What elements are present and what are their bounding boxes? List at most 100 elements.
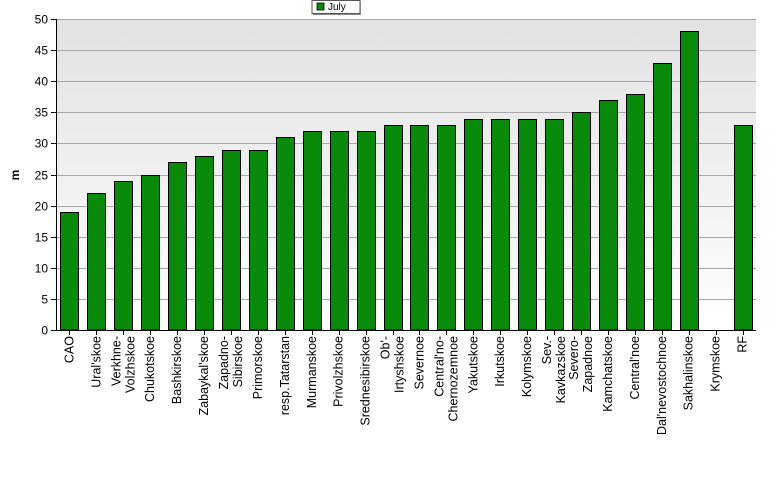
x-tick-label: Sev.- Kavkazskoe (540, 336, 568, 403)
x-tick-label: Verkhne- Volzhskoe (109, 336, 137, 393)
legend-swatch (316, 2, 325, 11)
x-tick-label: Severnoe (413, 336, 427, 390)
x-tick-label: Ob'- Irtyshskoe (379, 336, 407, 393)
x-tick-label: Kolymskoe (520, 336, 534, 397)
bar (303, 131, 322, 331)
bar (653, 63, 672, 331)
x-tick-label: Chukotskoe (143, 336, 157, 402)
x-tick-label: Zabaykal'skoe (197, 336, 211, 416)
bar (330, 131, 349, 331)
x-tick-label-line: Krymskoe (709, 336, 723, 392)
x-tick-label-line: Yakutskoe (466, 336, 480, 393)
x-tick-label: Primorskoe (251, 336, 265, 399)
x-tick-label-line: Volzhskoe (123, 336, 137, 393)
x-tick-label-line: Chernozemnoe (446, 336, 460, 422)
bar (626, 94, 645, 331)
legend: July (311, 0, 361, 15)
bar (572, 112, 591, 331)
bar (599, 100, 618, 331)
x-tick-labels: CAO Ural'skoe Verkhne- Volzhskoe Chukotskoe B… (63, 330, 750, 435)
y-tick-label: 25 (35, 169, 49, 183)
bar (222, 150, 241, 331)
bar (249, 150, 268, 331)
bar (384, 125, 403, 331)
x-tick-label: Kamchatskoe (601, 336, 615, 412)
bar (680, 31, 699, 331)
legend-label: July (328, 2, 346, 13)
x-tick-label: Ural'skoe (89, 336, 103, 388)
x-tick-label: resp.Tatarstan (278, 336, 292, 415)
x-tick-label: Irkutskoe (493, 336, 507, 387)
x-tick-label: Murmanskoe (305, 336, 319, 408)
bar (168, 162, 187, 331)
x-tick-label-line: RF (736, 336, 750, 353)
x-tick-label-line: Ural'skoe (89, 336, 103, 388)
x-tick-label: Central'no- Chernozemnoe (432, 336, 460, 422)
bar (491, 119, 510, 331)
x-tick-label-line: resp.Tatarstan (278, 336, 292, 415)
x-tick-label-line: Privolzhskoe (332, 336, 346, 407)
y-tick-label: 5 (41, 293, 48, 307)
x-tick-label-line: CAO (63, 336, 77, 363)
bar (87, 193, 106, 331)
x-tick-label: Srednesibirskoe (359, 336, 373, 426)
bar (410, 125, 429, 331)
x-tick-label: Dal'nevostochnoe (655, 336, 669, 435)
x-tick-label: Krymskoe (709, 336, 723, 392)
x-tick-label: RF (736, 336, 750, 353)
y-tick-label: 50 (35, 13, 49, 27)
y-tick-label: 15 (35, 231, 49, 245)
y-tick-label: 20 (35, 200, 49, 214)
x-tick-label-line: Verkhne- (109, 336, 123, 386)
bar (437, 125, 456, 331)
bar (141, 175, 160, 331)
x-tick-label: Zapadno- Sibirskoe (217, 336, 245, 390)
y-tick-label: 0 (41, 324, 48, 338)
x-tick-label: Severo- Zapadnoe (567, 336, 595, 392)
y-tick-label: 40 (35, 75, 49, 89)
x-tick-label-line: Zapadno- (217, 336, 231, 390)
x-tick-label-line: Sakhalinskoe (682, 336, 696, 410)
x-tick-label-line: Murmanskoe (305, 336, 319, 408)
x-tick-label-line: Zapadnoe (581, 336, 595, 392)
y-tick-label: 30 (35, 137, 49, 151)
y-tick-label: 10 (35, 262, 49, 276)
y-axis-label: m (8, 170, 22, 181)
x-tick-label-line: Kavkazskoe (554, 336, 568, 403)
x-tick-label: CAO (63, 336, 77, 363)
y-tick-label: 35 (35, 106, 49, 120)
bar (734, 125, 753, 331)
x-tick-label-line: Central'noe (628, 336, 642, 400)
x-tick-label-line: Irtyshskoe (393, 336, 407, 393)
x-tick-label-line: Sev.- (540, 336, 554, 364)
x-tick-label: Privolzhskoe (332, 336, 346, 407)
bar (276, 137, 295, 331)
x-tick-label-line: Severnoe (413, 336, 427, 390)
bar (357, 131, 376, 331)
bars (60, 31, 753, 331)
bar (195, 156, 214, 331)
bar (114, 181, 133, 331)
y-tick-labels: 0 5 10 15 20 25 30 35 40 45 50 (35, 13, 56, 338)
axes (56, 19, 756, 331)
x-tick-label-line: Severo- (567, 336, 581, 380)
x-tick-label: Bashkirskoe (170, 336, 184, 404)
x-tick-label-line: Zabaykal'skoe (197, 336, 211, 416)
x-tick-label-line: Bashkirskoe (170, 336, 184, 404)
x-tick-label: Sakhalinskoe (682, 336, 696, 410)
x-tick-label-line: Srednesibirskoe (359, 336, 373, 426)
bar (464, 119, 483, 331)
y-tick-label: 45 (35, 44, 49, 58)
x-tick-label-line: Central'no- (432, 336, 446, 397)
x-tick-label: Yakutskoe (466, 336, 480, 393)
x-tick-label-line: Sibirskoe (231, 336, 245, 387)
plot-area (56, 19, 756, 330)
x-tick-label-line: Chukotskoe (143, 336, 157, 402)
x-tick-label-line: Ob'- (379, 336, 393, 359)
x-tick-label-line: Kolymskoe (520, 336, 534, 397)
bar (545, 119, 564, 331)
x-tick-label: Central'noe (628, 336, 642, 400)
x-tick-label-line: Kamchatskoe (601, 336, 615, 412)
